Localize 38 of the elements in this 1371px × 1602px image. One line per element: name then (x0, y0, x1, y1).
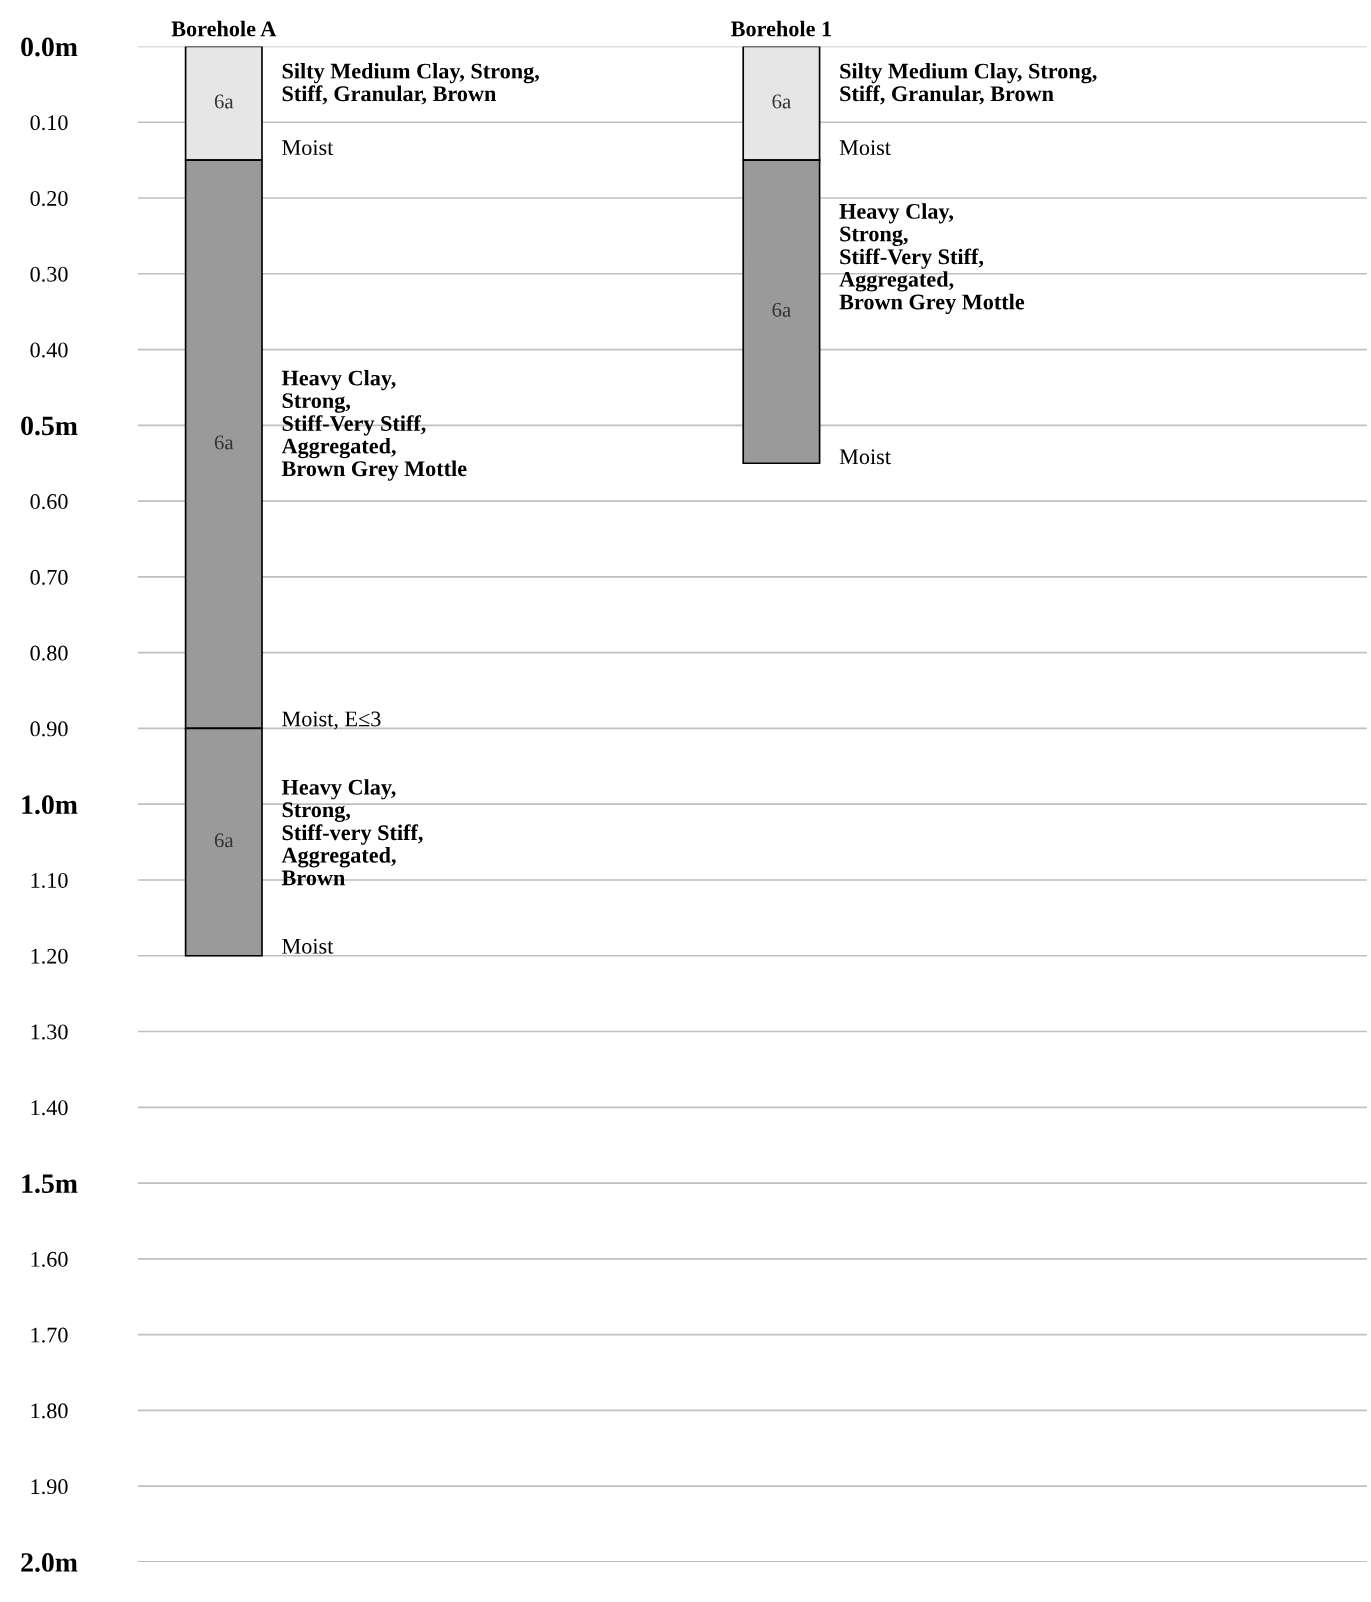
x-tick-label: Borehole 1 (731, 20, 831, 37)
y-tick-label: 0.40 (30, 342, 68, 358)
series-label: 6a (772, 302, 791, 317)
x-tick-label: Borehole A (171, 20, 277, 37)
y-tick-label: 2.0m (21, 1553, 78, 1572)
y-tick-label: 0.90 (30, 721, 68, 737)
y-tick-label: 1.20 (31, 948, 68, 964)
annotation: Moist (839, 449, 891, 465)
y-tick-label: 1.90 (31, 1479, 68, 1495)
y-tick-label: 1.40 (31, 1100, 68, 1116)
y-tick-label: 0.70 (30, 569, 68, 585)
y-tick-label: 1.60 (31, 1251, 68, 1267)
y-tick-label: 1.70 (31, 1327, 68, 1343)
annotation: Moist (282, 938, 334, 954)
y-tick-label: 0.5m (21, 416, 78, 436)
annotation: Moist (839, 140, 891, 156)
annotation: Moist (282, 140, 334, 156)
y-tick-label: 0.0m (21, 37, 78, 57)
text: 6a (214, 435, 234, 450)
annotation: Moist, E≤3 (282, 711, 381, 730)
series-label: 6a (214, 833, 234, 848)
annotation: Heavy Clay, Strong, Stiff-Very Stiff, Aggregated, Brown Grey Mottle (281, 369, 467, 481)
annotation: Heavy Clay, Strong, Stiff-very Stiff, Aggregated, Brown (281, 779, 423, 886)
series-label: 6a (772, 94, 791, 109)
y-tick-label: 1.5m (22, 1174, 78, 1194)
y-tick-label: 1.30 (31, 1024, 68, 1040)
y-tick-label: 0.80 (30, 645, 68, 661)
text: 6a (214, 94, 234, 109)
y-tick-label: 1.0m (22, 795, 78, 815)
y-tick-label: 0.60 (30, 494, 68, 510)
y-tick-label: 0.30 (30, 266, 68, 282)
y-tick-label: 0.10 (30, 115, 68, 131)
annotation: Silty Medium Clay, Strong, Stiff, Granular, Brown (282, 62, 539, 105)
y-tick-label: 1.10 (31, 872, 68, 888)
annotation: Heavy Clay, Strong, Stiff-Very Stiff, Aggregated, Brown Grey Mottle (839, 203, 1025, 315)
annotation: Silty Medium Clay, Strong, Stiff, Granular, Brown (840, 62, 1097, 105)
y-tick-label: 0.20 (30, 190, 68, 207)
y-tick-label: 1.80 (31, 1403, 68, 1419)
